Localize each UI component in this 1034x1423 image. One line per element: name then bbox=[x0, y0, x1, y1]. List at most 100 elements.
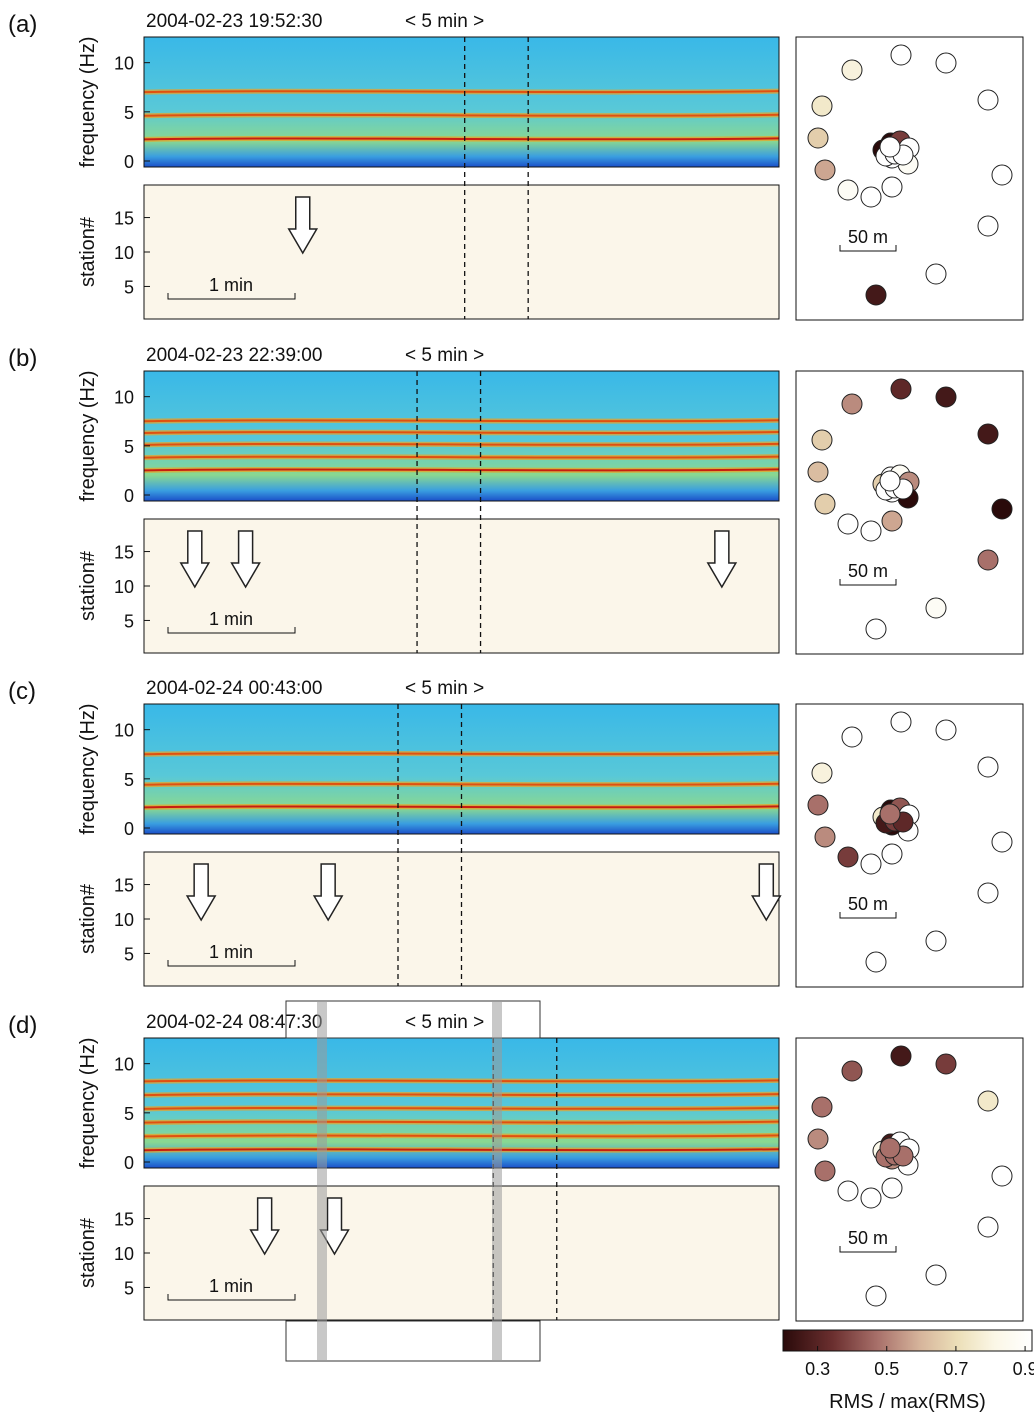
panel-b: (b) 2004-02-23 22:39:00 < 5 min > 10 5 0 frequ… bbox=[8, 345, 1024, 655]
station-marker bbox=[814, 493, 836, 515]
arrow-down-icon bbox=[287, 196, 319, 255]
panel-label: (a) bbox=[8, 11, 37, 38]
colorbar-tick-label: 0.3 bbox=[805, 1359, 830, 1379]
station-map: 50 m bbox=[795, 36, 1024, 321]
harmonic-line bbox=[143, 782, 780, 786]
station-marker bbox=[807, 794, 829, 816]
station-rms-background bbox=[144, 852, 779, 986]
y-tick-label: 5 bbox=[124, 1278, 134, 1298]
station-map: 50 m bbox=[795, 703, 1024, 988]
station-marker bbox=[890, 1045, 912, 1067]
harmonic-line bbox=[143, 1079, 780, 1083]
panel-label: (c) bbox=[8, 678, 36, 705]
time-scale-bar bbox=[167, 1294, 296, 1301]
y-tick-label: 5 bbox=[124, 437, 134, 457]
station-marker bbox=[807, 1128, 829, 1150]
distance-scale-label: 50 m bbox=[848, 894, 888, 914]
y-tick-label: 5 bbox=[124, 944, 134, 964]
inset-highlight bbox=[492, 1001, 502, 1361]
distance-scale-bar bbox=[839, 579, 897, 586]
panel-timestamp: 2004-02-23 22:39:00 bbox=[146, 345, 322, 366]
y-tick-label: 5 bbox=[124, 770, 134, 790]
y-tick-label: 0 bbox=[124, 486, 134, 506]
arrow-down-icon bbox=[312, 863, 344, 922]
station-ylabel: station# bbox=[77, 883, 99, 954]
time-scale-label: 1 min bbox=[209, 1276, 253, 1296]
harmonic-line bbox=[143, 1093, 780, 1097]
panel-c: (c) 2004-02-24 00:43:00 < 5 min > 10 5 0 frequ… bbox=[8, 678, 1024, 988]
panel-timestamp: 2004-02-24 08:47:30 bbox=[146, 1012, 322, 1033]
y-tick-label: 15 bbox=[114, 209, 134, 229]
y-tick-label: 5 bbox=[124, 1104, 134, 1124]
station-marker bbox=[977, 423, 999, 445]
station-ylabel: station# bbox=[77, 216, 99, 287]
harmonic-line bbox=[143, 431, 780, 435]
colorbar-tick-label: 0.5 bbox=[874, 1359, 899, 1379]
station-map: 50 m bbox=[795, 1037, 1024, 1322]
y-tick-label: 10 bbox=[114, 243, 134, 263]
distance-scale-bar bbox=[839, 245, 897, 252]
spectrogram-background bbox=[144, 371, 779, 501]
harmonic-line bbox=[143, 468, 780, 472]
harmonic-line bbox=[143, 752, 780, 756]
y-tick-label: 0 bbox=[124, 1153, 134, 1173]
spectrogram-frame bbox=[143, 36, 780, 168]
station-marker bbox=[935, 386, 957, 408]
station-marker bbox=[890, 711, 912, 733]
y-tick-label: 5 bbox=[124, 277, 134, 297]
station-marker bbox=[807, 127, 829, 149]
station-marker bbox=[991, 1165, 1013, 1187]
y-tick-label: 10 bbox=[114, 577, 134, 597]
distance-scale-label: 50 m bbox=[848, 1228, 888, 1248]
station-rms-map: 15 10 5 bbox=[114, 851, 780, 987]
harmonic-line bbox=[143, 805, 780, 809]
station-marker bbox=[977, 89, 999, 111]
spectrogram-ylabel: frequency (Hz) bbox=[77, 1037, 99, 1168]
station-marker bbox=[890, 44, 912, 66]
y-tick-label: 10 bbox=[114, 910, 134, 930]
y-tick-label: 10 bbox=[114, 721, 134, 741]
station-marker bbox=[977, 215, 999, 237]
station-rms-background bbox=[144, 1186, 779, 1320]
station-marker bbox=[991, 498, 1013, 520]
time-scale-label: 1 min bbox=[209, 275, 253, 295]
station-marker bbox=[841, 1060, 863, 1082]
station-marker bbox=[935, 1053, 957, 1075]
spectrogram-frame bbox=[143, 370, 780, 502]
station-marker bbox=[890, 378, 912, 400]
arrow-down-icon bbox=[179, 530, 211, 589]
station-marker bbox=[814, 826, 836, 848]
station-marker bbox=[881, 843, 903, 865]
harmonic-line bbox=[143, 455, 780, 459]
station-marker bbox=[814, 1160, 836, 1182]
arrow-down-icon bbox=[230, 530, 261, 589]
station-marker bbox=[925, 1264, 947, 1286]
y-tick-label: 5 bbox=[124, 103, 134, 123]
station-marker bbox=[865, 284, 887, 306]
station-marker bbox=[811, 762, 833, 784]
station-marker bbox=[935, 719, 957, 741]
distance-scale-bar bbox=[839, 1246, 897, 1253]
colorbar-tick-label: 0.9 bbox=[1013, 1359, 1034, 1379]
station-map-frame bbox=[795, 370, 1024, 655]
station-marker bbox=[865, 618, 887, 640]
station-marker bbox=[811, 95, 833, 117]
station-marker bbox=[837, 1180, 859, 1202]
harmonic-line bbox=[143, 1106, 780, 1110]
station-marker bbox=[860, 520, 882, 542]
station-marker bbox=[991, 164, 1013, 186]
y-tick-label: 0 bbox=[124, 152, 134, 172]
distance-scale-label: 50 m bbox=[848, 561, 888, 581]
station-marker bbox=[935, 52, 957, 74]
y-tick-label: 10 bbox=[114, 1055, 134, 1075]
spectrogram: 10 5 0 bbox=[114, 703, 780, 839]
harmonic-line bbox=[143, 113, 780, 117]
arrow-down-icon bbox=[706, 530, 738, 589]
station-marker bbox=[925, 263, 947, 285]
harmonic-line bbox=[143, 419, 780, 423]
station-map-frame bbox=[795, 1037, 1024, 1322]
station-marker bbox=[879, 803, 901, 825]
station-marker bbox=[811, 429, 833, 451]
time-scale-bar bbox=[167, 293, 296, 300]
station-marker bbox=[881, 510, 903, 532]
